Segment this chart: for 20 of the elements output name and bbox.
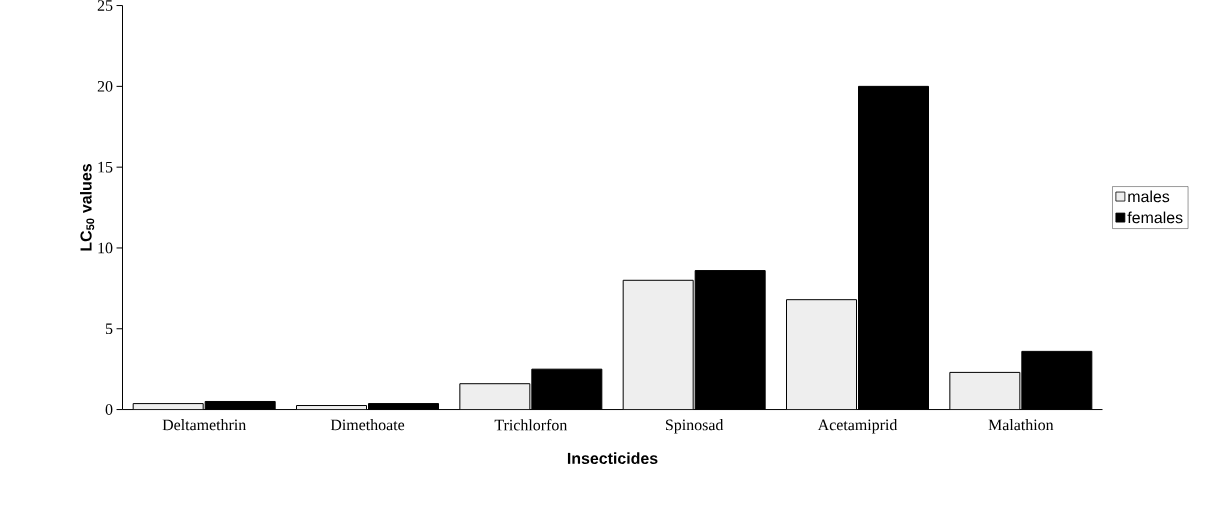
- y-tick-label: 20: [97, 80, 113, 92]
- x-axis-title: Insecticides: [567, 452, 658, 465]
- x-tick-label: Dimethoate: [330, 419, 405, 431]
- bar: [623, 280, 694, 410]
- y-tick-label: 10: [98, 242, 113, 254]
- bar: [949, 371, 1021, 410]
- y-axis-title: LC$_{50}$ values: [79, 164, 95, 251]
- bar: [786, 299, 857, 410]
- y-tick-label: 15: [98, 161, 113, 173]
- bar: [459, 383, 530, 410]
- x-tick-label: Acetamiprid: [817, 419, 898, 434]
- x-tick-label: Trichlorfon: [494, 419, 568, 431]
- x-tick-label: Deltamethrin: [162, 419, 247, 431]
- y-tick-label: 5: [105, 323, 113, 335]
- x-tick-label: Malathion: [988, 419, 1054, 431]
- legend-label: males: [1128, 190, 1170, 203]
- legend-label: females: [1127, 211, 1183, 224]
- x-tick-label: Spinosad: [666, 419, 724, 434]
- y-tick-label: 25: [97, 0, 113, 11]
- y-tick-label: 0: [105, 404, 113, 415]
